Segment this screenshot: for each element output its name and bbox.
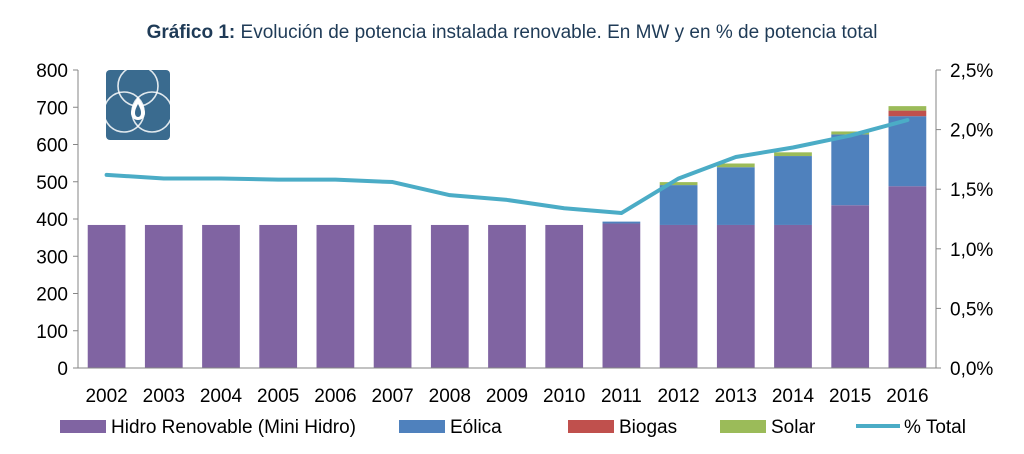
bar-eolica-2013 bbox=[716, 167, 755, 225]
bar-biogas-2016 bbox=[888, 110, 927, 117]
bar-hidro-2009 bbox=[488, 224, 526, 368]
legend: Hidro Renovable (Mini Hidro) Eólica Biogas… bbox=[60, 417, 966, 438]
bar-solar-2014 bbox=[774, 152, 812, 157]
x-tick-label: 2008 bbox=[429, 386, 471, 407]
legend-marker-solar bbox=[720, 420, 766, 433]
right-tick-label: 0,5% bbox=[950, 299, 993, 320]
legend-marker-eolica bbox=[399, 420, 445, 433]
legend-label-solar: Solar bbox=[771, 417, 816, 438]
x-tick-label: 2009 bbox=[486, 386, 528, 407]
bar-hidro-2006 bbox=[316, 224, 355, 368]
left-tick-label: 800 bbox=[36, 61, 68, 82]
bar-solar-2015 bbox=[831, 131, 870, 135]
bar-eolica-2011 bbox=[602, 221, 641, 224]
left-tick-label: 500 bbox=[36, 173, 68, 194]
left-tick-label: 400 bbox=[36, 210, 68, 231]
left-tick-label: 700 bbox=[36, 98, 68, 119]
bar-eolica-2012 bbox=[659, 185, 698, 225]
legend-label-percent-total: % Total bbox=[904, 417, 966, 438]
left-tick-label: 200 bbox=[36, 285, 68, 306]
left-tick-label: 0 bbox=[57, 359, 68, 380]
axes-layer: 0 100 200 300 400 500 600 700 800 0,0% 0,5% 1,0% 1,5… bbox=[36, 61, 993, 407]
x-tick-label: 2002 bbox=[85, 386, 127, 407]
bar-hidro-2011 bbox=[602, 223, 641, 368]
x-tick-label: 2011 bbox=[601, 386, 642, 407]
bar-hidro-2004 bbox=[202, 224, 240, 368]
bar-hidro-2008 bbox=[430, 224, 469, 368]
bar-hidro-2013 bbox=[716, 224, 755, 368]
bar-hidro-2002 bbox=[87, 224, 126, 368]
legend-label-eolica: Eólica bbox=[450, 417, 502, 438]
x-tick-label: 2010 bbox=[543, 386, 585, 407]
line-layer bbox=[104, 118, 910, 216]
x-tick-label: 2005 bbox=[257, 386, 299, 407]
bar-eolica-2014 bbox=[774, 156, 812, 225]
bars-layer bbox=[87, 106, 927, 368]
right-tick-label: 1,0% bbox=[950, 240, 993, 261]
chart-title: Gráfico 1: Evolución de potencia instala… bbox=[0, 22, 1024, 44]
right-tick-label: 1,5% bbox=[950, 180, 993, 201]
left-tick-label: 300 bbox=[36, 247, 68, 268]
bar-hidro-2015 bbox=[831, 205, 870, 368]
x-tick-label: 2012 bbox=[657, 386, 699, 407]
x-tick-label: 2007 bbox=[371, 386, 413, 407]
right-tick-label: 0,0% bbox=[950, 359, 993, 380]
x-tick-label: 2004 bbox=[200, 386, 243, 407]
bar-solar-2012 bbox=[659, 182, 698, 186]
bar-hidro-2003 bbox=[144, 224, 183, 368]
bar-hidro-2016 bbox=[888, 186, 927, 368]
right-tick-label: 2,5% bbox=[950, 61, 993, 82]
bar-hidro-2010 bbox=[545, 224, 584, 368]
bar-eolica-2015 bbox=[831, 134, 870, 206]
bar-hidro-2007 bbox=[373, 224, 412, 368]
x-tick-label: 2016 bbox=[886, 386, 928, 407]
bar-solar-2016 bbox=[888, 106, 927, 111]
legend-marker-hidro bbox=[60, 420, 106, 433]
legend-label-hidro: Hidro Renovable (Mini Hidro) bbox=[111, 417, 356, 438]
left-tick-label: 100 bbox=[36, 322, 68, 343]
legend-label-biogas: Biogas bbox=[619, 417, 677, 438]
water-drop-logo-icon bbox=[103, 65, 173, 140]
chart-title-bold: Gráfico 1: bbox=[146, 22, 236, 43]
legend-marker-biogas bbox=[568, 420, 614, 433]
bar-eolica-2016 bbox=[888, 116, 927, 187]
x-tick-label: 2003 bbox=[143, 386, 185, 407]
x-tick-label: 2006 bbox=[314, 386, 356, 407]
bar-hidro-2012 bbox=[659, 224, 698, 368]
bar-hidro-2005 bbox=[259, 224, 298, 368]
chart-title-rest: Evolución de potencia instalada renovabl… bbox=[235, 22, 878, 43]
x-tick-label: 2013 bbox=[715, 386, 757, 407]
bar-solar-2013 bbox=[716, 163, 755, 168]
right-tick-label: 2,0% bbox=[950, 121, 993, 142]
x-tick-label: 2014 bbox=[772, 386, 815, 407]
left-tick-label: 600 bbox=[36, 136, 68, 157]
bar-hidro-2014 bbox=[774, 224, 812, 368]
x-tick-label: 2015 bbox=[829, 386, 871, 407]
line-percent-total bbox=[104, 118, 910, 216]
